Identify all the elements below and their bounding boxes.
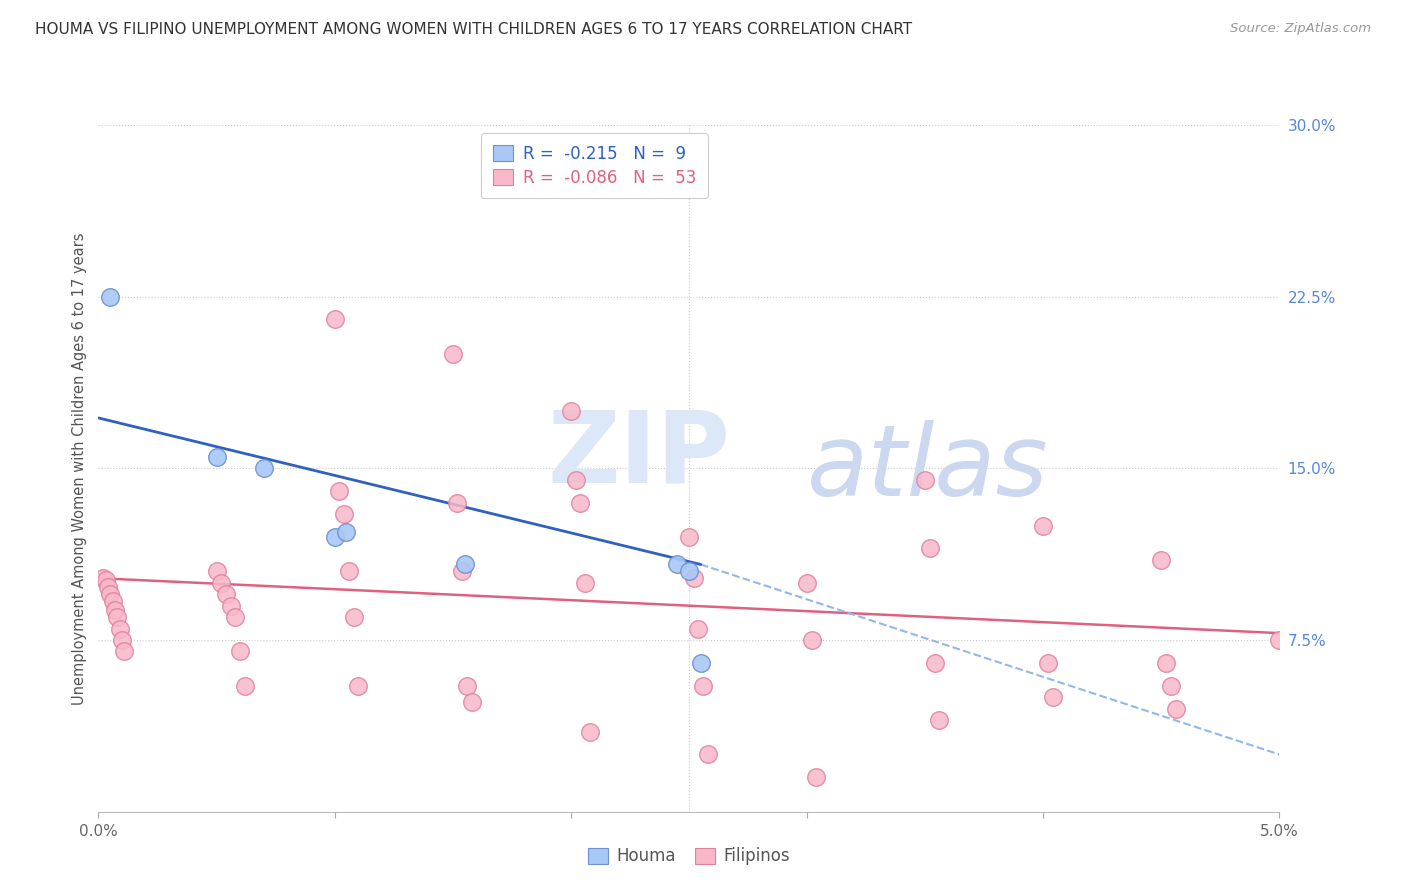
Text: ZIP: ZIP xyxy=(547,406,730,503)
Point xyxy=(692,679,714,693)
Point xyxy=(918,541,941,556)
Point xyxy=(347,679,370,693)
Point xyxy=(342,610,364,624)
Point xyxy=(1268,633,1291,648)
Point xyxy=(98,289,121,303)
Y-axis label: Unemployment Among Women with Children Ages 6 to 17 years: Unemployment Among Women with Children A… xyxy=(72,232,87,705)
Point xyxy=(111,633,134,648)
Point xyxy=(323,530,346,544)
Point xyxy=(451,565,474,579)
Point xyxy=(800,633,823,648)
Point xyxy=(689,656,711,670)
Point xyxy=(1036,656,1059,670)
Point xyxy=(97,580,120,594)
Point xyxy=(323,312,346,326)
Point xyxy=(682,571,704,585)
Point xyxy=(229,644,252,658)
Point xyxy=(666,558,689,572)
Point xyxy=(108,622,131,636)
Point xyxy=(578,724,600,739)
Point xyxy=(796,575,818,590)
Point xyxy=(233,679,256,693)
Point xyxy=(688,622,710,636)
Point xyxy=(696,747,718,762)
Point xyxy=(91,571,114,585)
Point xyxy=(678,530,700,544)
Point xyxy=(337,565,360,579)
Point xyxy=(1154,656,1177,670)
Point xyxy=(335,525,357,540)
Point xyxy=(253,461,276,475)
Point xyxy=(1160,679,1182,693)
Point xyxy=(215,587,238,601)
Point xyxy=(105,610,128,624)
Legend: Houma, Filipinos: Houma, Filipinos xyxy=(581,841,797,872)
Text: HOUMA VS FILIPINO UNEMPLOYMENT AMONG WOMEN WITH CHILDREN AGES 6 TO 17 YEARS CORR: HOUMA VS FILIPINO UNEMPLOYMENT AMONG WOM… xyxy=(35,22,912,37)
Point xyxy=(569,496,592,510)
Point xyxy=(441,347,464,361)
Point xyxy=(564,473,586,487)
Point xyxy=(574,575,596,590)
Point xyxy=(924,656,946,670)
Point xyxy=(678,565,700,579)
Point xyxy=(456,679,478,693)
Text: Source: ZipAtlas.com: Source: ZipAtlas.com xyxy=(1230,22,1371,36)
Point xyxy=(1164,701,1187,715)
Point xyxy=(1042,690,1064,705)
Point xyxy=(112,644,135,658)
Point xyxy=(560,404,582,418)
Point xyxy=(98,587,121,601)
Point xyxy=(219,599,242,613)
Point xyxy=(928,713,950,727)
Text: atlas: atlas xyxy=(807,420,1049,516)
Point xyxy=(224,610,246,624)
Point xyxy=(205,450,228,464)
Point xyxy=(1150,553,1173,567)
Point xyxy=(104,603,127,617)
Point xyxy=(333,507,356,521)
Point xyxy=(205,565,228,579)
Point xyxy=(209,575,232,590)
Point xyxy=(806,770,828,785)
Point xyxy=(94,574,117,588)
Point xyxy=(460,695,482,709)
Point xyxy=(446,496,468,510)
Point xyxy=(101,594,124,608)
Point xyxy=(328,484,350,499)
Point xyxy=(914,473,936,487)
Point xyxy=(453,558,475,572)
Point xyxy=(1032,518,1054,533)
